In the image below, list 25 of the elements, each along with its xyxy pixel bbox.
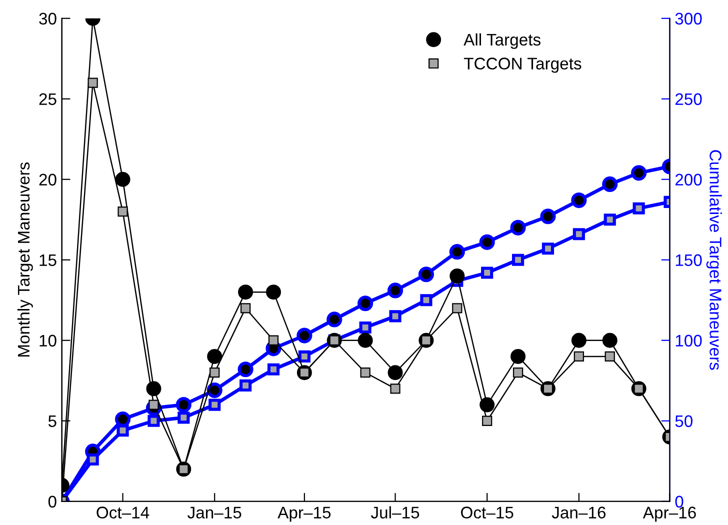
y-tick-label: 25 — [39, 93, 56, 106]
x-tick-label: Jan–15 — [188, 506, 242, 518]
legend-label: TCCON Targets — [464, 58, 582, 73]
y2-tick-label: 0 — [675, 496, 684, 508]
y2-tick-label: 250 — [675, 93, 702, 106]
y-tick-label: 5 — [48, 415, 56, 428]
x-tick-label: Apr–16 — [642, 506, 696, 522]
y2-tick-label: 300 — [675, 12, 702, 25]
x-tick-label: Jan–16 — [552, 506, 606, 518]
y2-tick-label: 50 — [675, 415, 693, 428]
y2-axis-title: Cumulative Target Maneuvers — [706, 150, 722, 370]
y-tick-label: 0 — [48, 496, 56, 508]
x-tick-label: Oct–14 — [96, 506, 150, 518]
x-tick-label: Jul–15 — [370, 506, 420, 518]
y-tick-label: 30 — [39, 12, 56, 25]
y-tick-label: 10 — [40, 334, 56, 347]
y-tick-label: 15 — [40, 254, 56, 266]
y2-tick-label: 100 — [676, 334, 702, 347]
y-tick-label: 20 — [39, 174, 56, 186]
x-tick-label: Apr–15 — [278, 506, 331, 522]
y-axis-title: Monthly Target Maneuvers — [17, 162, 33, 357]
legend-label: All Targets — [464, 33, 540, 49]
y2-tick-label: 200 — [675, 174, 702, 186]
x-tick-label: Oct–15 — [461, 506, 514, 518]
y2-tick-label: 150 — [676, 254, 702, 266]
